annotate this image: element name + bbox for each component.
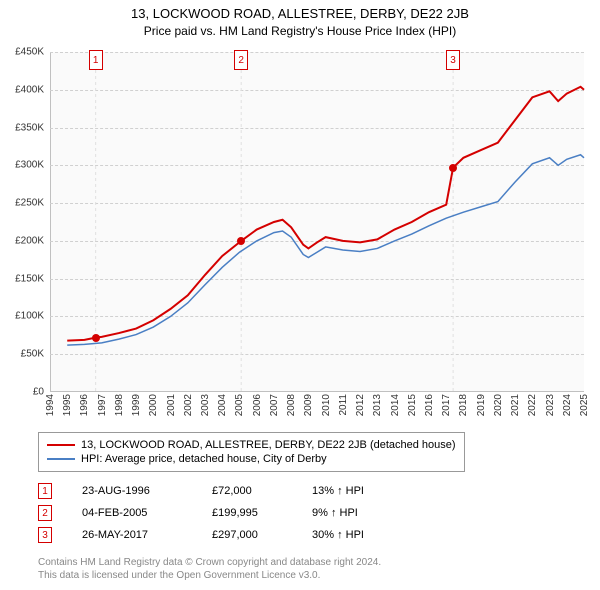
chart-lines: [50, 52, 584, 392]
sales-table-row: 1 23-AUG-1996£72,00013% ↑ HPI: [38, 482, 412, 500]
sales-row-pct: 30% ↑ HPI: [312, 529, 412, 541]
y-tick-label: £250K: [15, 198, 44, 209]
sale-marker-label: 3: [446, 50, 460, 70]
copyright-line-2: This data is licensed under the Open Gov…: [38, 569, 381, 582]
y-tick-label: £200K: [15, 235, 44, 246]
y-tick-label: £300K: [15, 160, 44, 171]
x-tick-label: 2006: [252, 394, 263, 416]
copyright-notice: Contains HM Land Registry data © Crown c…: [38, 556, 381, 582]
copyright-line-1: Contains HM Land Registry data © Crown c…: [38, 556, 381, 569]
sales-row-price: £199,995: [212, 507, 312, 519]
x-tick-label: 2001: [166, 394, 177, 416]
sale-marker-label: 1: [89, 50, 103, 70]
x-tick-label: 2013: [372, 394, 383, 416]
sale-marker-label: 2: [234, 50, 248, 70]
y-tick-label: £150K: [15, 273, 44, 284]
sale-point: [92, 334, 100, 342]
x-tick-label: 2000: [148, 394, 159, 416]
sales-row-marker: 1: [38, 483, 52, 499]
x-tick-label: 2003: [200, 394, 211, 416]
x-tick-label: 2015: [407, 394, 418, 416]
x-tick-label: 2011: [338, 394, 349, 416]
x-tick-label: 2019: [476, 394, 487, 416]
x-tick-label: 1994: [45, 394, 56, 416]
y-tick-label: £0: [33, 387, 44, 398]
x-tick-label: 2022: [527, 394, 538, 416]
x-tick-label: 2021: [510, 394, 521, 416]
legend-swatch: [47, 444, 75, 446]
x-tick-label: 2025: [579, 394, 590, 416]
sales-row-price: £72,000: [212, 485, 312, 497]
legend: 13, LOCKWOOD ROAD, ALLESTREE, DERBY, DE2…: [38, 432, 465, 472]
x-tick-label: 1998: [114, 394, 125, 416]
y-tick-label: £400K: [15, 84, 44, 95]
x-tick-label: 1997: [97, 394, 108, 416]
sales-row-pct: 13% ↑ HPI: [312, 485, 412, 497]
sales-row-date: 26-MAY-2017: [82, 529, 212, 541]
y-tick-label: £350K: [15, 122, 44, 133]
x-tick-label: 2010: [321, 394, 332, 416]
legend-swatch: [47, 458, 75, 460]
sales-table-row: 3 26-MAY-2017£297,00030% ↑ HPI: [38, 526, 412, 544]
chart-area: £0£50K£100K£150K£200K£250K£300K£350K£400…: [50, 52, 584, 392]
x-tick-label: 1995: [62, 394, 73, 416]
x-tick-label: 2009: [303, 394, 314, 416]
y-tick-label: £450K: [15, 47, 44, 58]
x-tick-label: 2005: [234, 394, 245, 416]
chart-subtitle: Price paid vs. HM Land Registry's House …: [0, 24, 600, 38]
x-tick-label: 1996: [79, 394, 90, 416]
sales-row-pct: 9% ↑ HPI: [312, 507, 412, 519]
sale-point: [237, 237, 245, 245]
sales-table: 1 23-AUG-1996£72,00013% ↑ HPI 2 04-FEB-2005…: [38, 478, 412, 548]
sales-row-date: 23-AUG-1996: [82, 485, 212, 497]
legend-label: 13, LOCKWOOD ROAD, ALLESTREE, DERBY, DE2…: [81, 439, 456, 451]
x-tick-label: 2004: [217, 394, 228, 416]
y-tick-label: £100K: [15, 311, 44, 322]
x-tick-label: 2024: [562, 394, 573, 416]
x-tick-label: 2002: [183, 394, 194, 416]
sales-row-marker: 2: [38, 505, 52, 521]
legend-row: HPI: Average price, detached house, City…: [47, 453, 456, 465]
x-tick-label: 2014: [390, 394, 401, 416]
sales-row-price: £297,000: [212, 529, 312, 541]
x-tick-label: 1999: [131, 394, 142, 416]
chart-title: 13, LOCKWOOD ROAD, ALLESTREE, DERBY, DE2…: [0, 6, 600, 21]
sales-row-date: 04-FEB-2005: [82, 507, 212, 519]
x-tick-label: 2016: [424, 394, 435, 416]
x-tick-label: 2007: [269, 394, 280, 416]
x-tick-label: 2012: [355, 394, 366, 416]
sales-row-marker: 3: [38, 527, 52, 543]
x-tick-label: 2023: [545, 394, 556, 416]
x-tick-label: 2017: [441, 394, 452, 416]
legend-row: 13, LOCKWOOD ROAD, ALLESTREE, DERBY, DE2…: [47, 439, 456, 451]
x-tick-label: 2018: [458, 394, 469, 416]
x-tick-label: 2020: [493, 394, 504, 416]
legend-label: HPI: Average price, detached house, City…: [81, 453, 327, 465]
sale-point: [449, 164, 457, 172]
x-tick-label: 2008: [286, 394, 297, 416]
sales-table-row: 2 04-FEB-2005£199,9959% ↑ HPI: [38, 504, 412, 522]
y-tick-label: £50K: [21, 349, 44, 360]
